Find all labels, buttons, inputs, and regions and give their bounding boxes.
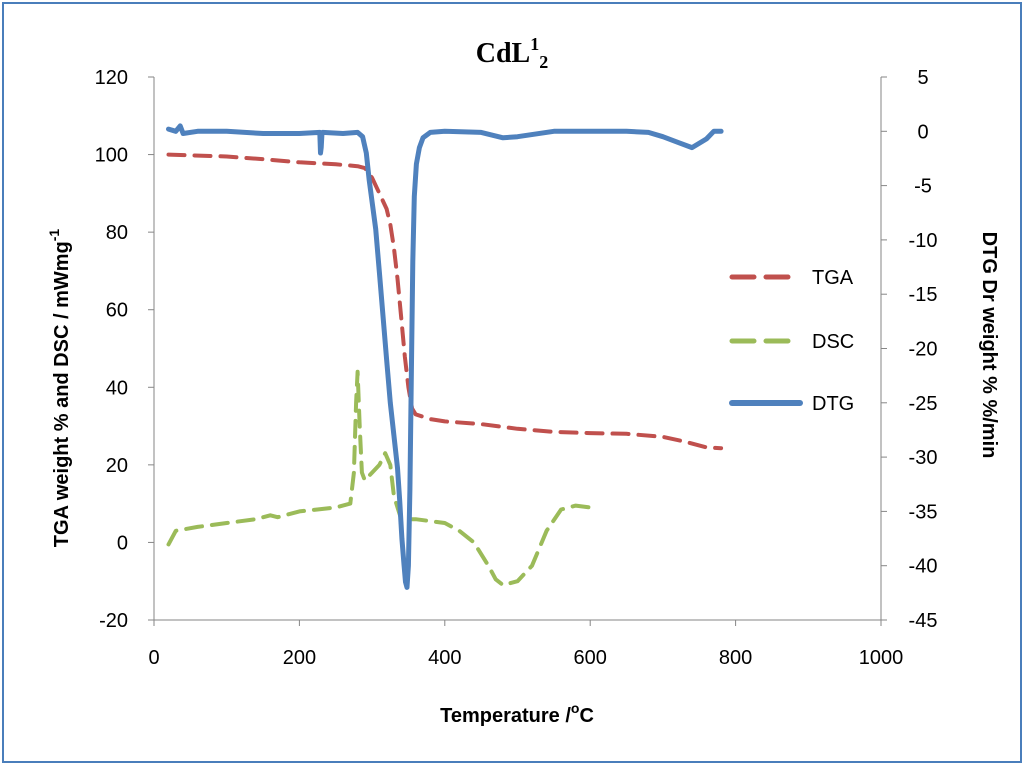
y-left-tick-label: 40 [106,377,128,399]
x-tick-label: 1000 [859,647,904,669]
y-right-tick-label: -15 [909,284,938,306]
x-tick-label: 0 [148,647,159,669]
y-right-tick-label: -5 [914,176,932,198]
y-right-tick-label: -20 [909,339,938,361]
y-left-tick-label: 60 [106,300,128,322]
x-tick-label: 600 [574,647,607,669]
x-axis-title-sup: o [571,700,580,716]
y-left-tick-label: 80 [106,222,128,244]
series-layer [166,123,724,590]
y-right-tick-label: -25 [909,393,938,415]
y-right-tick-label: -10 [909,230,938,252]
x-tick-label: 800 [719,647,752,669]
x-axis-title-main: Temperature / [440,705,571,727]
chart-title-sub: 2 [539,52,548,72]
y-right-tick-label: -45 [909,610,938,632]
y-right-tick-label: -40 [909,556,938,578]
y-right-tick-label: -35 [909,501,938,523]
chart-title: CdL12 [476,34,548,72]
series-line-tga [166,152,724,451]
x-axis-title-tail: C [579,705,593,727]
y-left-tick-label: 20 [106,455,128,477]
y-left-axis-title-sup: -1 [46,229,62,242]
series-line-dsc [166,369,593,588]
y-right-tick-label: -30 [909,447,938,469]
y-left-tick-label: 120 [95,67,128,89]
y-left-axis-title-main: TGA weight % and DSC / mWmg [51,241,73,547]
y-left-tick-label: -20 [99,610,128,632]
legend-label-dtg: DTG [812,393,854,415]
legend: TGA DSC DTG [729,267,854,415]
tick-layer: 0 200 400 600 800 1000 -20 0 20 40 60 80 100 120 -45 -4… [95,67,938,669]
y-right-axis-title: DTG Dr weight % %/min [978,232,1000,459]
y-left-axis-title: TGA weight % and DSC / mWmg-1 [46,229,73,548]
y-right-tick-label: 0 [917,121,928,143]
legend-label-tga: TGA [812,267,854,289]
x-axis-title: Temperature /oC [440,700,594,727]
x-tick-label: 400 [428,647,461,669]
y-left-tick-label: 0 [117,532,128,554]
y-left-tick-label: 100 [95,145,128,167]
chart-title-sup: 1 [530,34,539,54]
legend-label-dsc: DSC [812,331,854,353]
chart-title-main: CdL [476,38,530,69]
x-tick-label: 200 [283,647,316,669]
series-line-dtg [166,123,724,590]
y-right-tick-label: 5 [917,67,928,89]
